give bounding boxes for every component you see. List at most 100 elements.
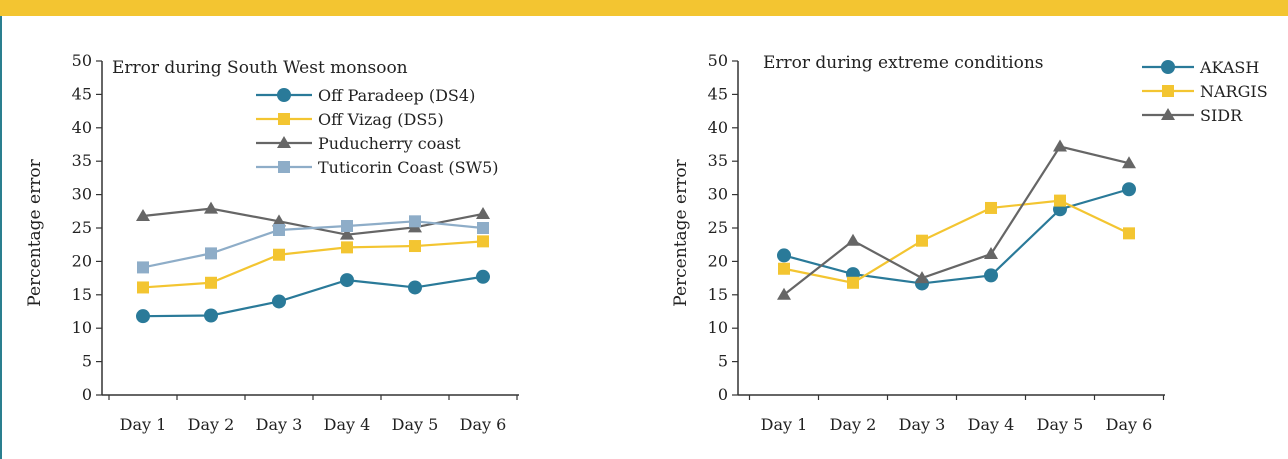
series-line [783,145,1130,296]
y-tick-label: 20 [708,251,728,270]
legend-label: Off Vizag (DS5) [318,110,444,129]
y-tick-label: 40 [708,118,728,137]
data-point [137,281,149,294]
data-point [340,273,354,288]
x-tick-label: Day 3 [256,415,303,434]
series-line [783,188,1130,285]
data-point [341,219,353,232]
legend-item: Off Paradeep (DS4) [256,86,475,105]
legend-marker [278,113,290,125]
series-tuticorin-coast-sw5 [137,215,489,274]
x-tick-label: Day 1 [120,415,167,434]
y-tick-label: 0 [82,385,92,404]
data-point [476,206,490,219]
data-point [1053,139,1067,152]
header-banner [0,0,1288,16]
data-point [477,222,489,234]
legend-item: Tuticorin Coast (SW5) [256,158,498,177]
x-tick-label: Day 4 [324,415,371,434]
data-point [273,248,285,261]
chart-2: 0 5 10 15 20 25 30 35 40 45 50 Day 1 Day 2 Day 3 Day 4… [671,51,1268,434]
data-point [341,241,353,254]
series-line [142,220,484,269]
y-axis-label: Percentage error [25,158,45,306]
data-point [409,240,421,253]
data-point [136,309,150,324]
series-akash [777,182,1136,291]
series-line [142,275,484,318]
data-point [205,276,217,289]
x-tick-label: Day 6 [1106,415,1153,434]
data-point [777,248,791,263]
y-tick-label: 25 [708,218,728,237]
y-tick-label: 5 [718,352,728,371]
data-point [477,235,489,248]
data-point [476,269,490,284]
data-point [409,215,421,228]
x-tick-label: Day 2 [188,415,235,434]
series-off-vizag-ds5 [137,235,489,294]
x-tick-label: Day 6 [460,415,507,434]
y-tick-label: 35 [72,151,92,170]
data-point [984,247,998,260]
y-tick-label: 50 [72,51,92,70]
y-tick-label: 20 [72,251,92,270]
legend-label: Tuticorin Coast (SW5) [318,158,498,177]
legend-marker [278,161,290,173]
legend-item: SIDR [1142,106,1243,125]
data-point [137,261,149,274]
data-point [273,224,285,237]
data-point [778,262,790,275]
legend-item: NARGIS [1142,82,1268,101]
x-tick-label: Day 5 [392,415,439,434]
data-point [777,287,791,300]
data-point [204,308,218,323]
data-point [272,294,286,309]
series-line [783,199,1130,284]
data-point [1054,194,1066,207]
data-point [408,280,422,295]
data-point [340,227,354,240]
data-point [984,268,998,283]
legend-item: Off Vizag (DS5) [256,110,444,129]
x-tick-label: Day 5 [1037,415,1084,434]
series-line [142,207,484,236]
legend-marker [277,136,291,148]
data-point [205,247,217,260]
data-point [272,214,286,227]
legend-marker [277,88,291,102]
y-tick-label: 45 [708,84,728,103]
y-tick-label: 30 [72,185,92,204]
y-tick-label: 10 [708,318,728,337]
series-puducherry-coast [136,201,490,240]
series-off-paradeep-ds4 [136,269,490,324]
legend-label: AKASH [1199,58,1259,77]
data-point [1122,182,1136,197]
y-tick-label: 10 [72,318,92,337]
legend-item: AKASH [1142,58,1259,77]
chart-title: Error during South West monsoon [112,58,408,78]
x-tick-label: Day 1 [761,415,808,434]
y-axis-label: Percentage error [671,158,691,306]
x-tick-label: Day 3 [899,415,946,434]
data-point [1123,227,1135,240]
data-point [204,201,218,214]
legend-label: Off Paradeep (DS4) [318,86,475,105]
chart-title: Error during extreme conditions [763,53,1044,73]
data-point [846,233,860,246]
data-point [916,234,928,247]
y-tick-label: 25 [72,218,92,237]
legend-marker [1162,85,1174,97]
y-tick-label: 0 [718,385,728,404]
y-tick-label: 30 [708,185,728,204]
data-point [985,201,997,214]
data-point [847,276,859,289]
y-tick-label: 50 [708,51,728,70]
y-tick-label: 40 [72,118,92,137]
legend-label: NARGIS [1200,82,1268,101]
y-tick-label: 45 [72,84,92,103]
y-tick-label: 15 [708,285,728,304]
data-point [1122,156,1136,169]
legend-label: SIDR [1200,106,1243,125]
